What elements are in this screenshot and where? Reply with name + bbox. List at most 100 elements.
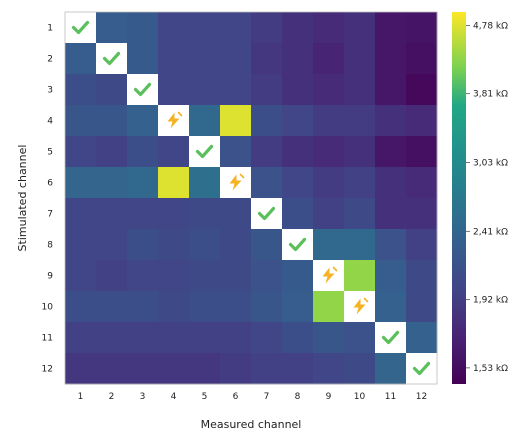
- heatmap-cell-r12-c6: [220, 353, 252, 385]
- check-icon: [381, 330, 400, 345]
- heatmap-cell-r4-c8: [282, 105, 314, 137]
- y-tick-label: 3: [47, 86, 53, 96]
- heatmap-cell-r8-c7: [251, 229, 283, 261]
- heatmap-cell-r4-c1: [65, 105, 97, 137]
- y-tick-label: 8: [47, 241, 53, 251]
- heatmap-cell-r9-c11: [375, 260, 407, 292]
- heatmap-cell-r5-c8: [282, 136, 314, 168]
- heatmap-cell-r6-c7: [251, 167, 283, 199]
- heatmap-cell-r12-c3: [127, 353, 159, 385]
- y-tick-label: 9: [47, 272, 53, 282]
- heatmap-cell-r1-c5: [189, 12, 221, 44]
- heatmap-cell-r9-c8: [282, 260, 314, 292]
- heatmap-cell-r10-c11: [375, 291, 407, 323]
- x-axis-label: Measured channel: [201, 418, 302, 430]
- check-icon: [257, 206, 276, 221]
- y-tick-label: 7: [47, 210, 53, 220]
- x-axis-ticks: 1 2 3 4 5 6 7 8 9 10 11 12: [78, 392, 428, 402]
- heatmap-cell-r2-c7: [251, 43, 283, 75]
- heatmap-cell-r3-c1: [65, 74, 97, 106]
- heatmap-cell-r5-c2: [96, 136, 128, 168]
- heatmap-cell-r12-c9: [313, 353, 345, 385]
- heatmap-cell-r4-c6: [220, 105, 252, 137]
- heatmap-cell-r10-c7: [251, 291, 283, 323]
- heatmap-cell-r7-c5: [189, 198, 221, 230]
- x-tick-label: 1: [78, 392, 84, 402]
- x-tick-label: 12: [416, 392, 427, 402]
- heatmap-cell-r2-c4: [158, 43, 190, 75]
- heatmap-cell-r5-c11: [375, 136, 407, 168]
- heatmap-cell-r11-c3: [127, 322, 159, 354]
- colorbar-tick-label: 1,53 kΩ: [473, 364, 508, 374]
- colorbar-tick-label: 4,78 kΩ: [473, 22, 508, 32]
- heatmap-cell-r1-c2: [96, 12, 128, 44]
- heatmap-cell-r3-c11: [375, 74, 407, 106]
- heatmap-cell-r3-c6: [220, 74, 252, 106]
- heatmap-cell-r4-c10: [344, 105, 376, 137]
- x-tick-label: 2: [109, 392, 115, 402]
- y-tick-label: 12: [42, 365, 53, 375]
- heatmap-cell-r5-c4: [158, 136, 190, 168]
- y-tick-label: 6: [47, 179, 53, 189]
- y-tick-label: 4: [47, 117, 53, 127]
- heatmap-cell-r3-c9: [313, 74, 345, 106]
- heatmap-cell-r10-c6: [220, 291, 252, 323]
- heatmap-cell-r2-c12: [406, 43, 438, 75]
- heatmap-cell-r4-c5: [189, 105, 221, 137]
- heatmap-cell-r8-c5: [189, 229, 221, 261]
- heatmap-cell-r5-c1: [65, 136, 97, 168]
- heatmap-cell-r10-c3: [127, 291, 159, 323]
- y-tick-label: 11: [42, 334, 53, 344]
- heatmap-cells: [65, 12, 438, 385]
- heatmap-cell-r1-c6: [220, 12, 252, 44]
- colorbar-tick-label: 2,41 kΩ: [473, 227, 508, 237]
- y-tick-label: 5: [47, 148, 53, 158]
- heatmap-cell-r4-c3: [127, 105, 159, 137]
- heatmap-cell-r11-c7: [251, 322, 283, 354]
- heatmap-cell-r6-c2: [96, 167, 128, 199]
- heatmap-cell-r8-c6: [220, 229, 252, 261]
- heatmap-cell-r8-c10: [344, 229, 376, 261]
- heatmap-cell-r1-c11: [375, 12, 407, 44]
- heatmap-cell-r8-c11: [375, 229, 407, 261]
- x-tick-label: 9: [326, 392, 332, 402]
- heatmap-cell-r6-c3: [127, 167, 159, 199]
- heatmap-cell-r3-c2: [96, 74, 128, 106]
- heatmap-cell-r3-c8: [282, 74, 314, 106]
- x-tick-label: 4: [171, 392, 177, 402]
- heatmap-cell-r10-c9: [313, 291, 345, 323]
- heatmap-cell-r11-c5: [189, 322, 221, 354]
- heatmap-cell-r5-c7: [251, 136, 283, 168]
- y-axis-label: Stimulated channel: [16, 145, 29, 252]
- heatmap-cell-r11-c4: [158, 322, 190, 354]
- heatmap-cell-r9-c3: [127, 260, 159, 292]
- heatmap-cell-r2-c6: [220, 43, 252, 75]
- heatmap-cell-r9-c4: [158, 260, 190, 292]
- heatmap-cell-r9-c1: [65, 260, 97, 292]
- heatmap-cell-r6-c9: [313, 167, 345, 199]
- colorbar-tick-label: 1,92 kΩ: [473, 296, 508, 306]
- heatmap-cell-r12-c8: [282, 353, 314, 385]
- heatmap-cell-r10-c1: [65, 291, 97, 323]
- heatmap-cell-r1-c4: [158, 12, 190, 44]
- heatmap-cell-r5-c10: [344, 136, 376, 168]
- x-tick-label: 8: [295, 392, 301, 402]
- heatmap-cell-r2-c11: [375, 43, 407, 75]
- y-tick-label: 2: [47, 55, 53, 65]
- heatmap-cell-r9-c2: [96, 260, 128, 292]
- heatmap-cell-r7-c10: [344, 198, 376, 230]
- heatmap-cell-r7-c9: [313, 198, 345, 230]
- heatmap-cell-r2-c9: [313, 43, 345, 75]
- heatmap-cell-r1-c3: [127, 12, 159, 44]
- lightning-icon: [167, 111, 183, 129]
- heatmap-cell-r11-c9: [313, 322, 345, 354]
- x-tick-label: 5: [202, 392, 208, 402]
- plot-frame: [64, 11, 438, 385]
- heatmap-cell-r6-c4: [158, 167, 190, 199]
- colorbar: [452, 12, 466, 384]
- heatmap-cell-r11-c2: [96, 322, 128, 354]
- x-tick-label: 10: [354, 392, 366, 402]
- lightning-icon: [353, 297, 369, 315]
- check-icon: [133, 82, 152, 97]
